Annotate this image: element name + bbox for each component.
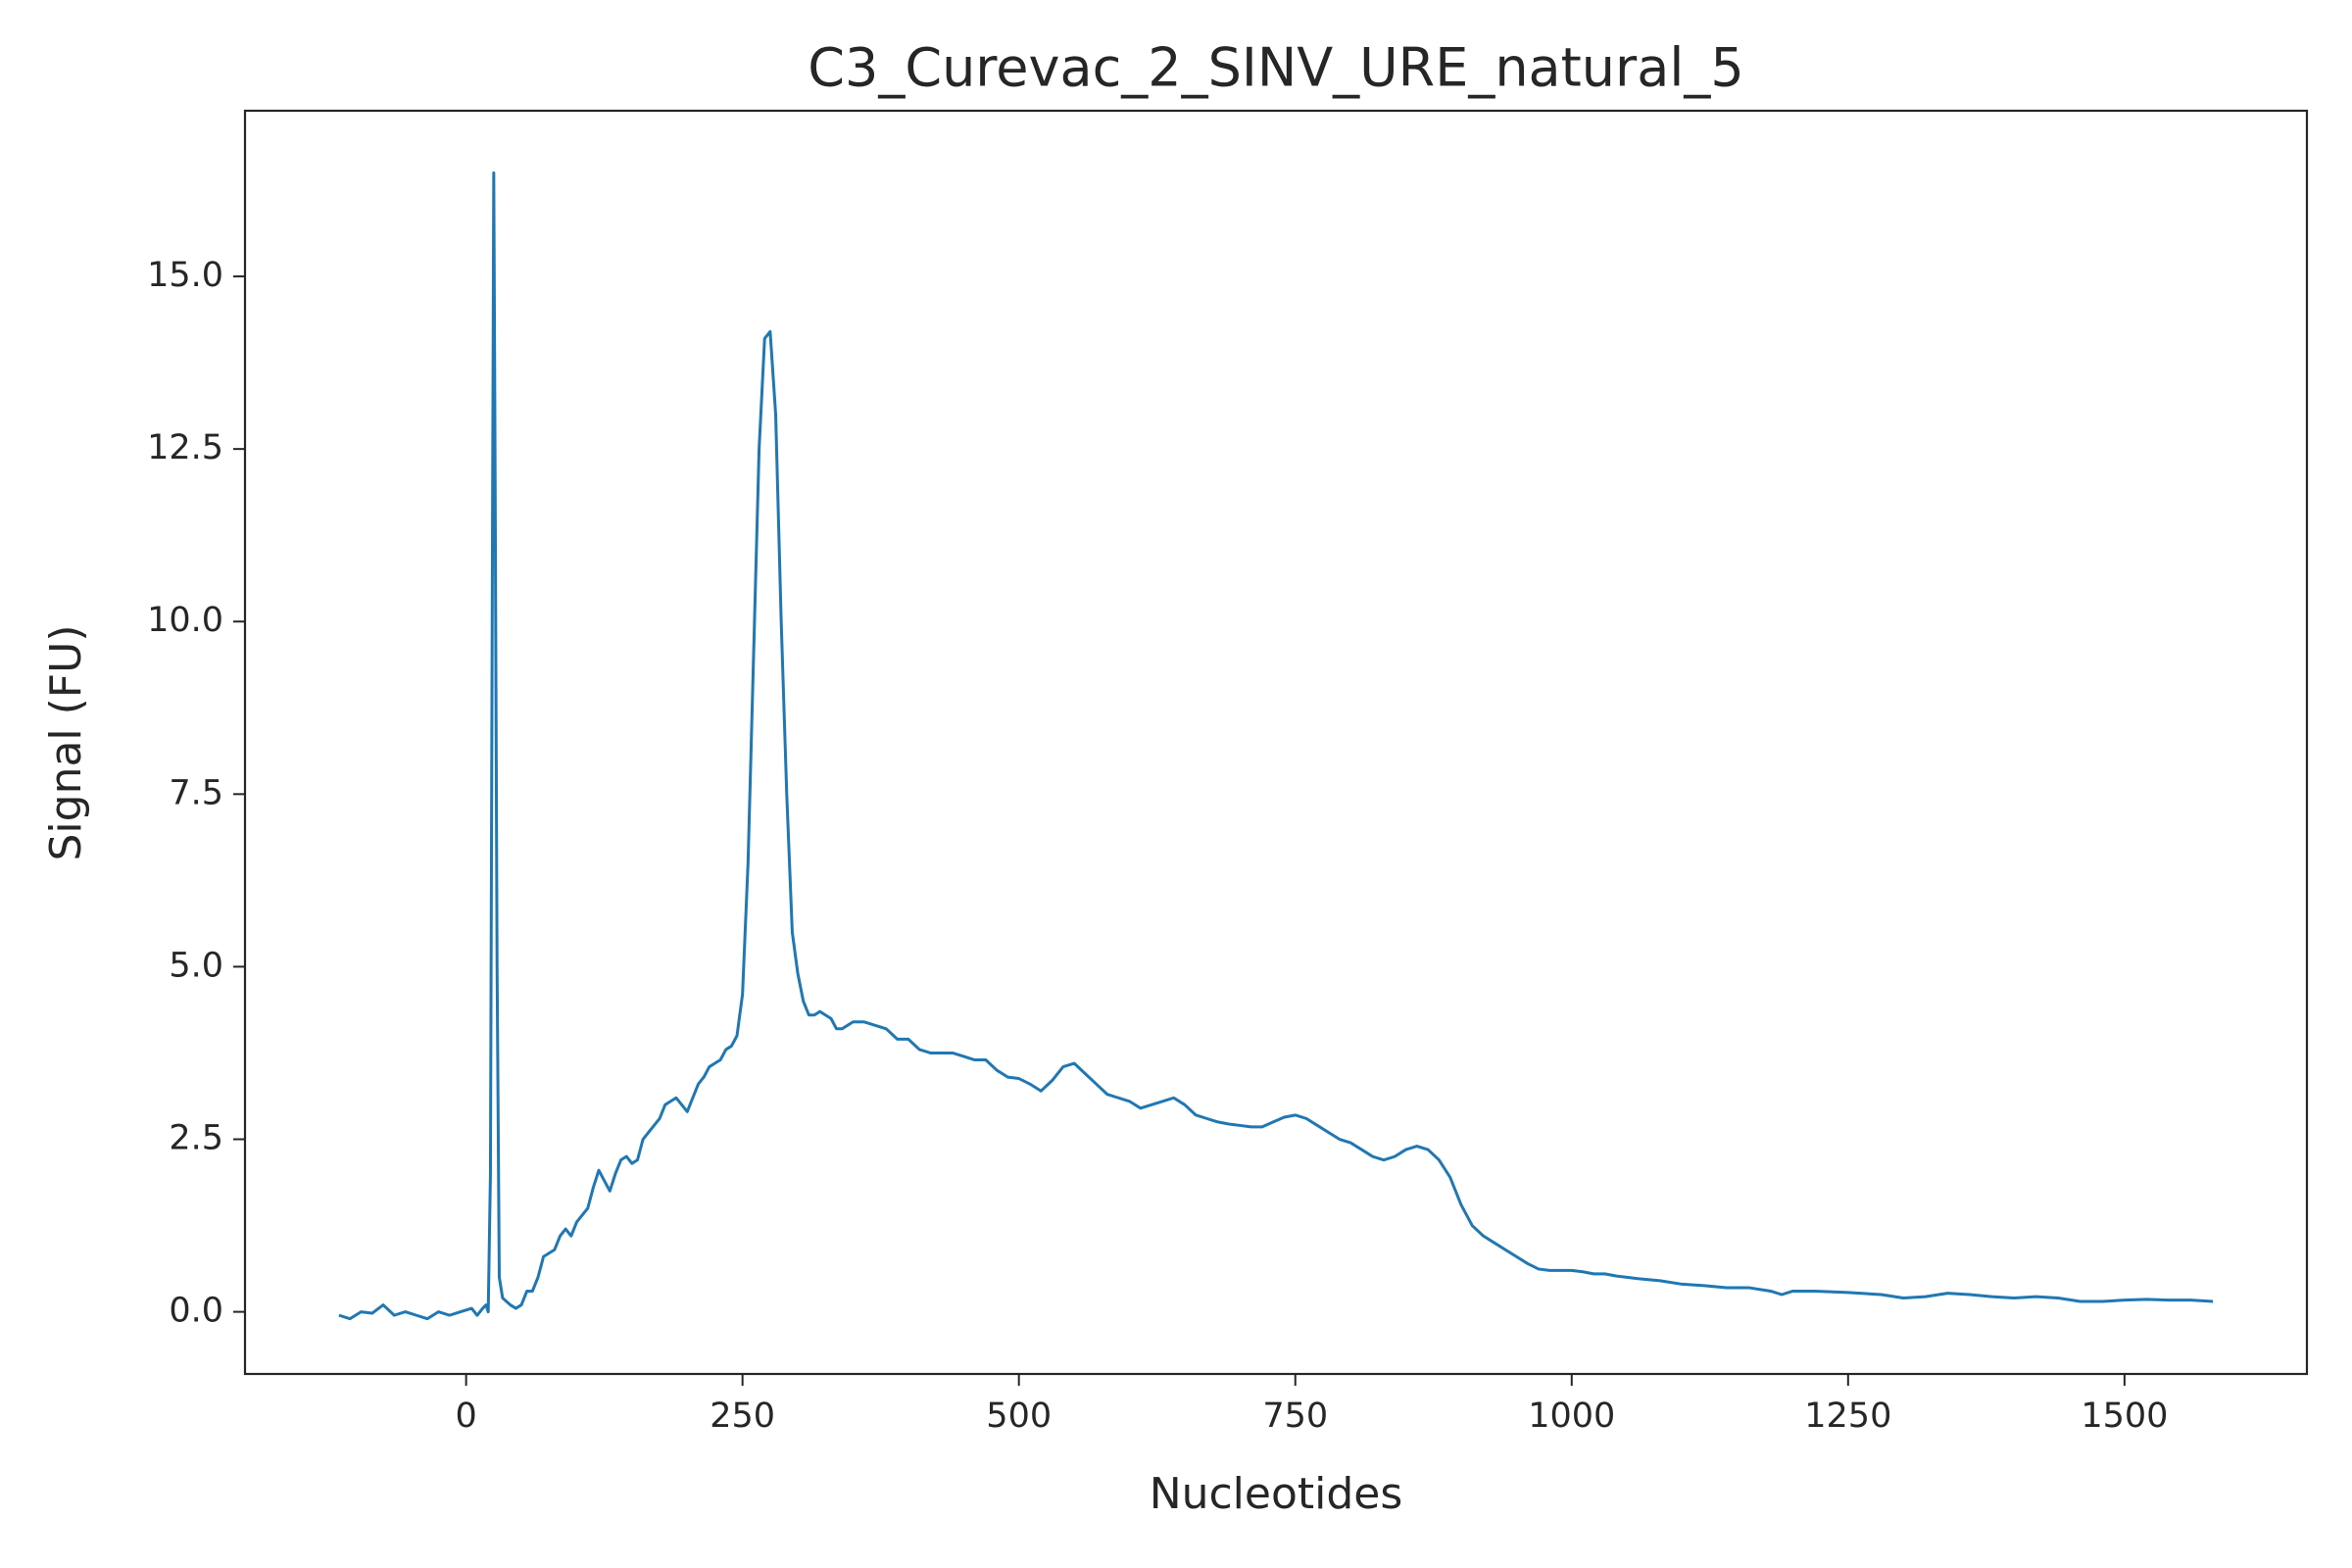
y-axis-label: Signal (FU) (41, 625, 91, 861)
y-tick-label: 15.0 (147, 256, 223, 295)
y-tick-label: 12.5 (147, 428, 223, 467)
chart-title: C3_Curevac_2_SINV_URE_natural_5 (808, 37, 1743, 99)
x-tick-label: 750 (1262, 1396, 1328, 1436)
y-tick-label: 2.5 (169, 1119, 223, 1158)
y-tick-label: 0.0 (169, 1292, 223, 1331)
y-tick-label: 7.5 (169, 773, 223, 812)
x-tick-label: 1500 (2081, 1396, 2168, 1436)
x-tick-label: 1000 (1528, 1396, 1615, 1436)
x-tick-label: 500 (986, 1396, 1052, 1436)
data-line (338, 171, 2214, 1321)
x-tick-label: 0 (455, 1396, 476, 1436)
y-tick-label: 10.0 (147, 601, 223, 640)
x-axis-label: Nucleotides (1150, 1469, 1403, 1519)
y-tick-label: 5.0 (169, 946, 223, 985)
x-tick-label: 1250 (1804, 1396, 1891, 1436)
plot-frame (243, 109, 2309, 1376)
x-tick-label: 250 (710, 1396, 775, 1436)
